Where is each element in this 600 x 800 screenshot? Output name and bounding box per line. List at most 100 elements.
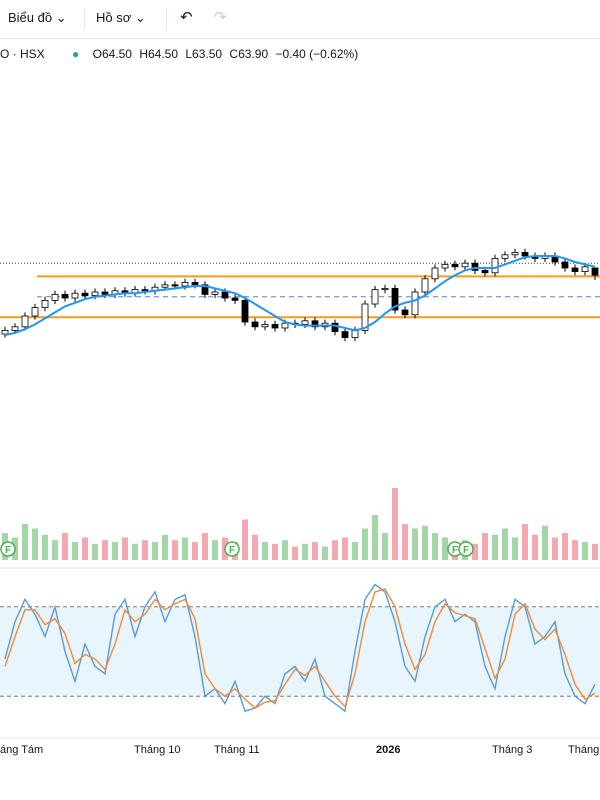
time-label: Tháng 3	[492, 744, 533, 756]
volume-bar	[422, 525, 428, 560]
volume-bar	[152, 542, 158, 560]
candle-body	[481, 269, 489, 274]
volume-bar	[542, 525, 548, 560]
volume-bar	[402, 524, 408, 560]
volume-bar	[532, 534, 538, 560]
volume-bar	[582, 542, 588, 560]
candle-body	[341, 331, 349, 339]
volume-bar	[432, 533, 438, 560]
volume-bar	[202, 533, 208, 560]
candle-body	[401, 309, 409, 316]
candle-body	[71, 292, 79, 299]
volume-bar	[102, 540, 108, 560]
volume-bar	[552, 537, 558, 560]
candle-body	[441, 263, 449, 269]
candle-body	[501, 254, 509, 259]
volume-bar	[92, 543, 98, 560]
event-icon	[458, 541, 474, 557]
candle-body	[231, 297, 239, 301]
volume-bar	[82, 537, 88, 560]
ohlc: O64.50	[92, 47, 132, 61]
volume-bar	[112, 542, 118, 560]
status-dot: ●	[72, 47, 80, 61]
ohlc: C63.90	[229, 47, 269, 61]
symbol: O · HSX	[0, 47, 45, 61]
candle-body	[571, 267, 579, 272]
stoch-line	[4, 588, 596, 709]
candle-body	[141, 289, 149, 292]
separator	[84, 8, 85, 30]
redo[interactable]: ↷	[214, 9, 227, 26]
candle-body	[431, 267, 439, 280]
undo[interactable]: ↶	[180, 9, 193, 26]
candle-body	[381, 287, 389, 290]
time-label: 2026	[376, 744, 401, 756]
volume-bar	[472, 543, 478, 560]
volume-bar	[162, 534, 168, 560]
event-label: F	[463, 545, 469, 556]
volume-bar	[592, 543, 598, 560]
volume-bar	[242, 519, 248, 560]
candle-body	[361, 303, 369, 331]
volume-bar	[42, 534, 48, 560]
ohlc: L63.50	[185, 47, 223, 61]
volume-bar	[142, 540, 148, 560]
candle-body	[21, 315, 29, 328]
time-label: áng Tám	[0, 744, 44, 756]
volume-bar	[492, 534, 498, 560]
candle-body	[261, 323, 269, 328]
candle-body	[511, 251, 519, 256]
candle-body	[371, 289, 379, 305]
profile-menu[interactable]: Hồ sơ ⌄	[96, 10, 146, 25]
volume-bar	[192, 542, 198, 560]
separator	[166, 8, 167, 30]
volume-bar	[522, 524, 528, 560]
candle-body	[201, 284, 209, 295]
candle-body	[211, 291, 219, 295]
event-icon	[0, 541, 16, 557]
candle-body	[161, 284, 169, 288]
chart-menu[interactable]: Biểu đồ ⌄	[8, 10, 67, 25]
event-label: F	[229, 545, 235, 556]
volume-bar	[342, 537, 348, 560]
volume-bar	[292, 546, 298, 560]
time-label: Tháng 10	[134, 744, 181, 756]
legend: O · HSX ● O64.50 H64.50 L63.50 C63.90 −0…	[0, 47, 362, 61]
candle-body	[241, 299, 249, 323]
volume-bar	[52, 540, 58, 560]
candle-body	[41, 299, 49, 308]
volume-bar	[362, 528, 368, 560]
volume-bar	[122, 537, 128, 560]
candle-body	[471, 262, 479, 271]
stoch-line	[4, 583, 596, 713]
volume-bar	[482, 533, 488, 560]
volume-bar	[212, 540, 218, 560]
ma-line	[4, 255, 596, 337]
time-label: Tháng	[568, 744, 600, 756]
volume-bar	[332, 540, 338, 560]
ohlc: H64.50	[139, 47, 179, 61]
candle-body	[561, 261, 569, 269]
volume-bar	[412, 528, 418, 560]
candle-body	[271, 323, 279, 329]
volume-bar	[72, 542, 78, 560]
menu-label: Biểu đồ	[8, 10, 53, 25]
candle-body	[581, 266, 589, 272]
candle-body	[11, 326, 19, 331]
volume-bar	[172, 540, 178, 560]
volume-bar	[262, 542, 268, 560]
candle-body	[331, 322, 339, 333]
candle-body	[301, 320, 309, 325]
volume-bar	[502, 528, 508, 560]
volume-bar	[392, 488, 398, 560]
volume-bar	[272, 543, 278, 560]
volume-bar	[22, 524, 28, 560]
volume-bar	[352, 542, 358, 560]
candle-body	[191, 281, 199, 286]
event-label: F	[5, 545, 11, 556]
candle-body	[421, 278, 429, 293]
volume-bar	[132, 543, 138, 560]
toolbar: Biểu đồ ⌄ Hồ sơ ⌄ ↶ ↷	[0, 0, 600, 39]
candle-body	[251, 321, 259, 328]
